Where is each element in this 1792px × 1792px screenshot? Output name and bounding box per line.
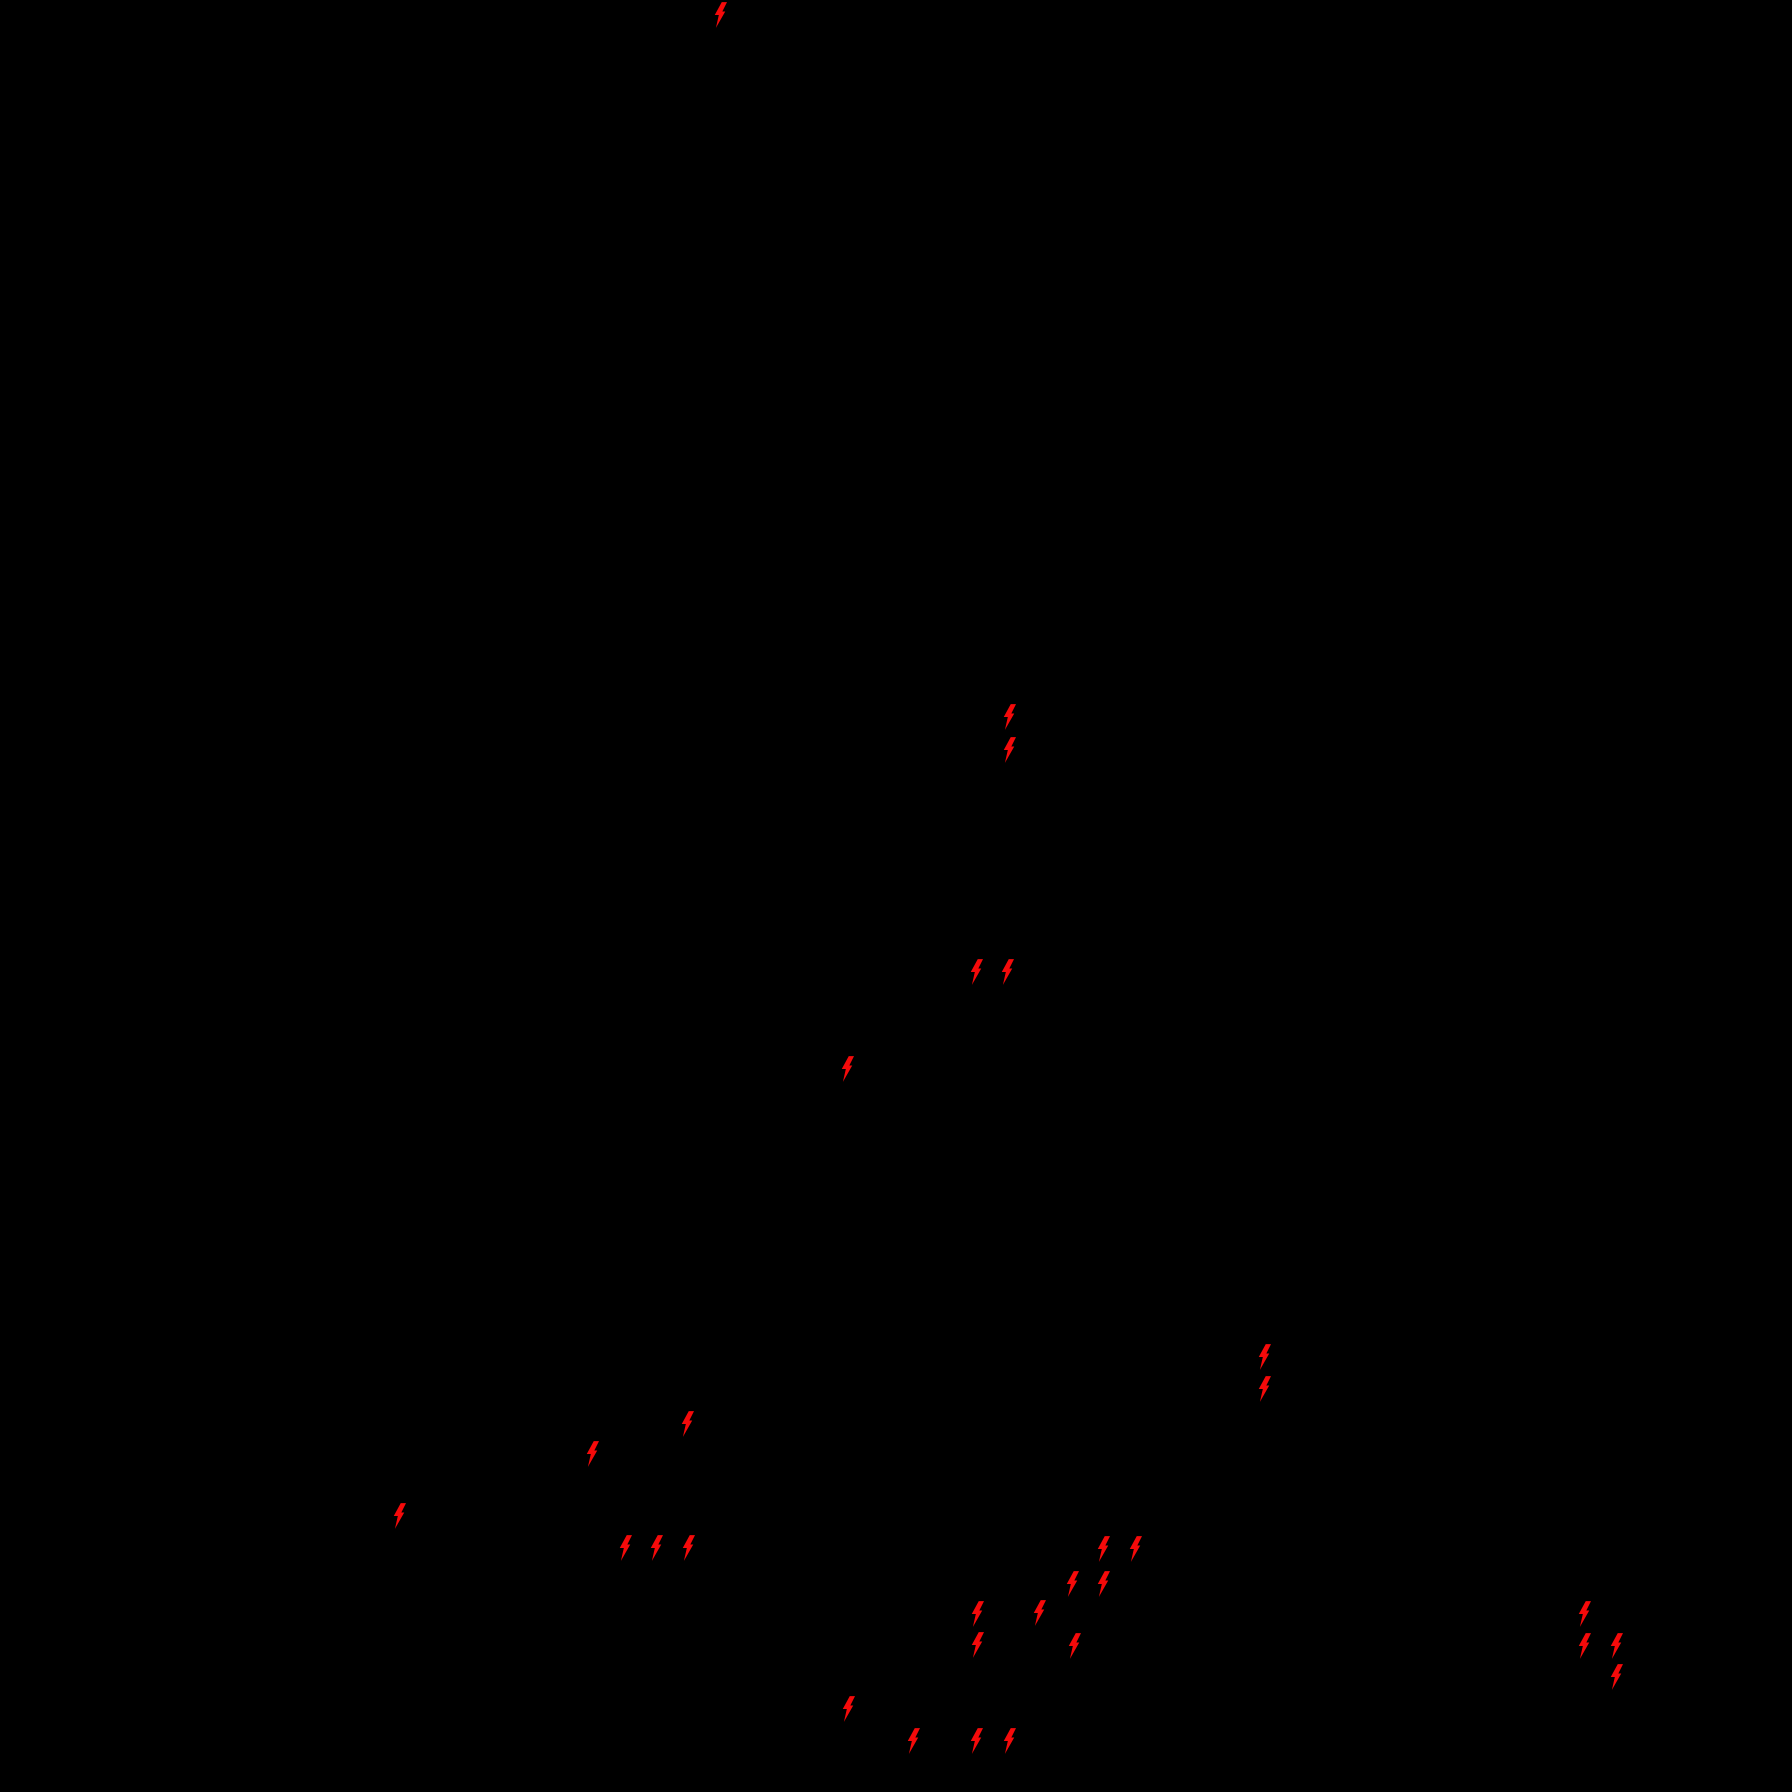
lightning-bolt-icon [1257,1344,1271,1370]
lightning-bolt-icon [840,1056,854,1082]
lightning-bolt-icon [649,1535,663,1561]
lightning-bolt-icon [969,959,983,985]
lightning-bolt-icon [585,1441,599,1467]
lightning-bolt-icon [1577,1601,1591,1627]
lightning-bolt-icon [713,2,727,28]
lightning-bolt-icon [1002,737,1016,763]
lightning-bolt-icon [1032,1600,1046,1626]
lightning-bolt-icon [1067,1633,1081,1659]
lightning-bolt-icon [392,1503,406,1529]
lightning-bolt-icon [906,1728,920,1754]
lightning-bolt-icon [1128,1536,1142,1562]
lightning-bolt-icon [618,1535,632,1561]
lightning-bolt-icon [1096,1571,1110,1597]
lightning-bolt-icon [1096,1536,1110,1562]
lightning-bolt-icon [681,1535,695,1561]
lightning-bolt-icon [1000,959,1014,985]
lightning-bolt-icon [841,1696,855,1722]
lightning-bolt-icon [1577,1633,1591,1659]
lightning-bolt-icon [970,1601,984,1627]
lightning-bolt-icon [1609,1664,1623,1690]
lightning-bolt-icon [1257,1376,1271,1402]
lightning-bolt-icon [969,1728,983,1754]
lightning-bolt-icon [1065,1571,1079,1597]
lightning-bolt-icon [1609,1633,1623,1659]
lightning-bolt-icon [1002,1728,1016,1754]
lightning-bolt-icon [1002,704,1016,730]
lightning-bolt-icon [970,1632,984,1658]
lightning-bolt-icon [680,1411,694,1437]
